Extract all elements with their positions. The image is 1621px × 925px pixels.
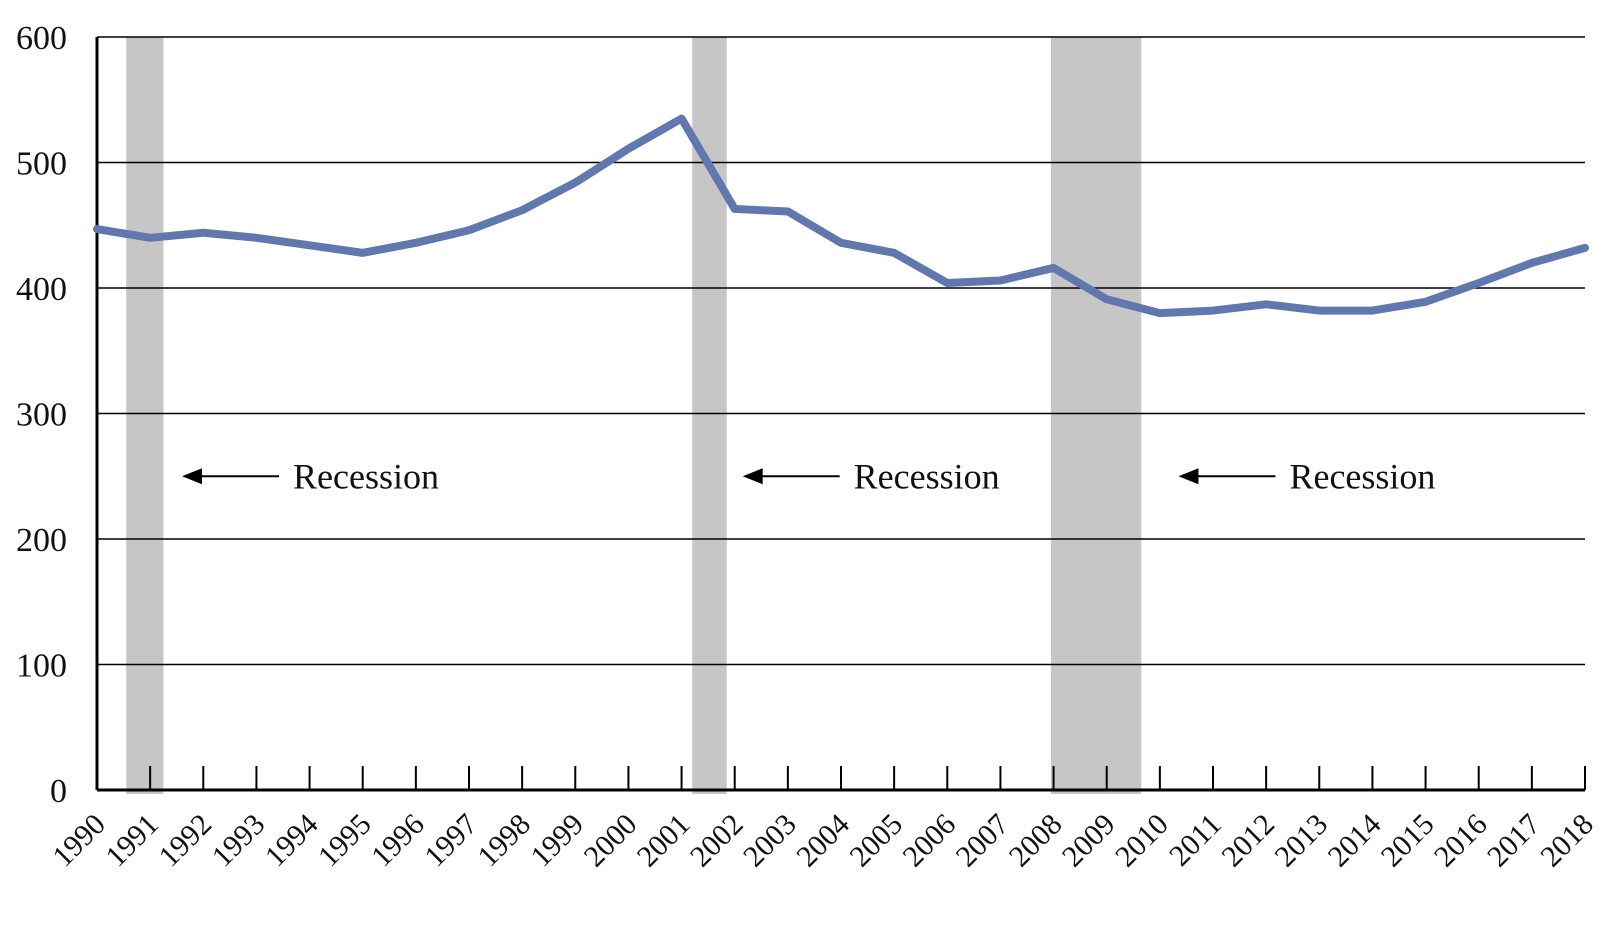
x-tick-label-2005: 2005 — [843, 808, 909, 874]
x-tick-label-2001: 2001 — [631, 808, 697, 874]
x-tick-label-2000: 2000 — [578, 808, 644, 874]
x-tick-label-1997: 1997 — [418, 808, 484, 874]
x-tick-label-1998: 1998 — [471, 808, 537, 874]
annotations: Recession Recession Recession — [182, 456, 1435, 496]
x-tick-label-1991: 1991 — [99, 808, 165, 874]
x-tick-label-1993: 1993 — [206, 808, 272, 874]
y-tick-label-200: 200 — [16, 522, 67, 559]
series-lines — [93, 114, 1589, 318]
recession-bands — [126, 37, 1142, 794]
axes: 0100200300400500600199019911992199319941… — [16, 20, 1600, 873]
x-tick-label-2012: 2012 — [1215, 808, 1281, 874]
y-tick-label-400: 400 — [16, 271, 67, 308]
y-tick-label-100: 100 — [16, 648, 67, 685]
gridlines — [97, 36, 1585, 666]
annotation-arrowhead-2 — [742, 468, 763, 485]
x-tick-label-2017: 2017 — [1481, 808, 1547, 874]
x-tick-label-2004: 2004 — [790, 808, 856, 874]
x-tick-label-2015: 2015 — [1375, 808, 1441, 874]
x-tick-label-2014: 2014 — [1322, 808, 1388, 874]
y-tick-label-600: 600 — [16, 20, 67, 57]
x-tick-label-2006: 2006 — [896, 808, 962, 874]
x-tick-label-1995: 1995 — [312, 808, 378, 874]
annotation-label-2: Recession — [854, 456, 1000, 496]
y-tick-label-300: 300 — [16, 397, 67, 434]
x-tick-label-2013: 2013 — [1268, 808, 1334, 874]
x-tick-label-2016: 2016 — [1428, 808, 1494, 874]
x-tick-label-2018: 2018 — [1534, 808, 1600, 874]
annotation-label-3: Recession — [1289, 456, 1435, 496]
x-tick-label-2007: 2007 — [950, 808, 1016, 874]
annotation-arrowhead-1 — [182, 468, 203, 485]
x-tick-label-1996: 1996 — [365, 808, 431, 874]
annotation-arrowhead-3 — [1178, 468, 1199, 485]
recession-band-1 — [126, 37, 164, 794]
x-tick-label-1992: 1992 — [152, 808, 218, 874]
x-tick-label-2008: 2008 — [1003, 808, 1069, 874]
x-tick-label-2003: 2003 — [737, 808, 803, 874]
x-tick-label-2002: 2002 — [684, 808, 750, 874]
x-tick-label-1999: 1999 — [524, 808, 590, 874]
x-tick-label-1990: 1990 — [46, 808, 112, 874]
x-tick-label-1994: 1994 — [259, 808, 325, 874]
x-tick-label-2011: 2011 — [1163, 808, 1228, 873]
y-tick-label-0: 0 — [50, 773, 67, 810]
recession-band-3 — [1050, 37, 1142, 794]
series-line-1 — [93, 114, 1589, 318]
x-tick-label-2009: 2009 — [1056, 808, 1122, 874]
y-tick-label-500: 500 — [16, 146, 67, 183]
annotation-label-1: Recession — [293, 456, 439, 496]
x-tick-label-2010: 2010 — [1109, 808, 1175, 874]
